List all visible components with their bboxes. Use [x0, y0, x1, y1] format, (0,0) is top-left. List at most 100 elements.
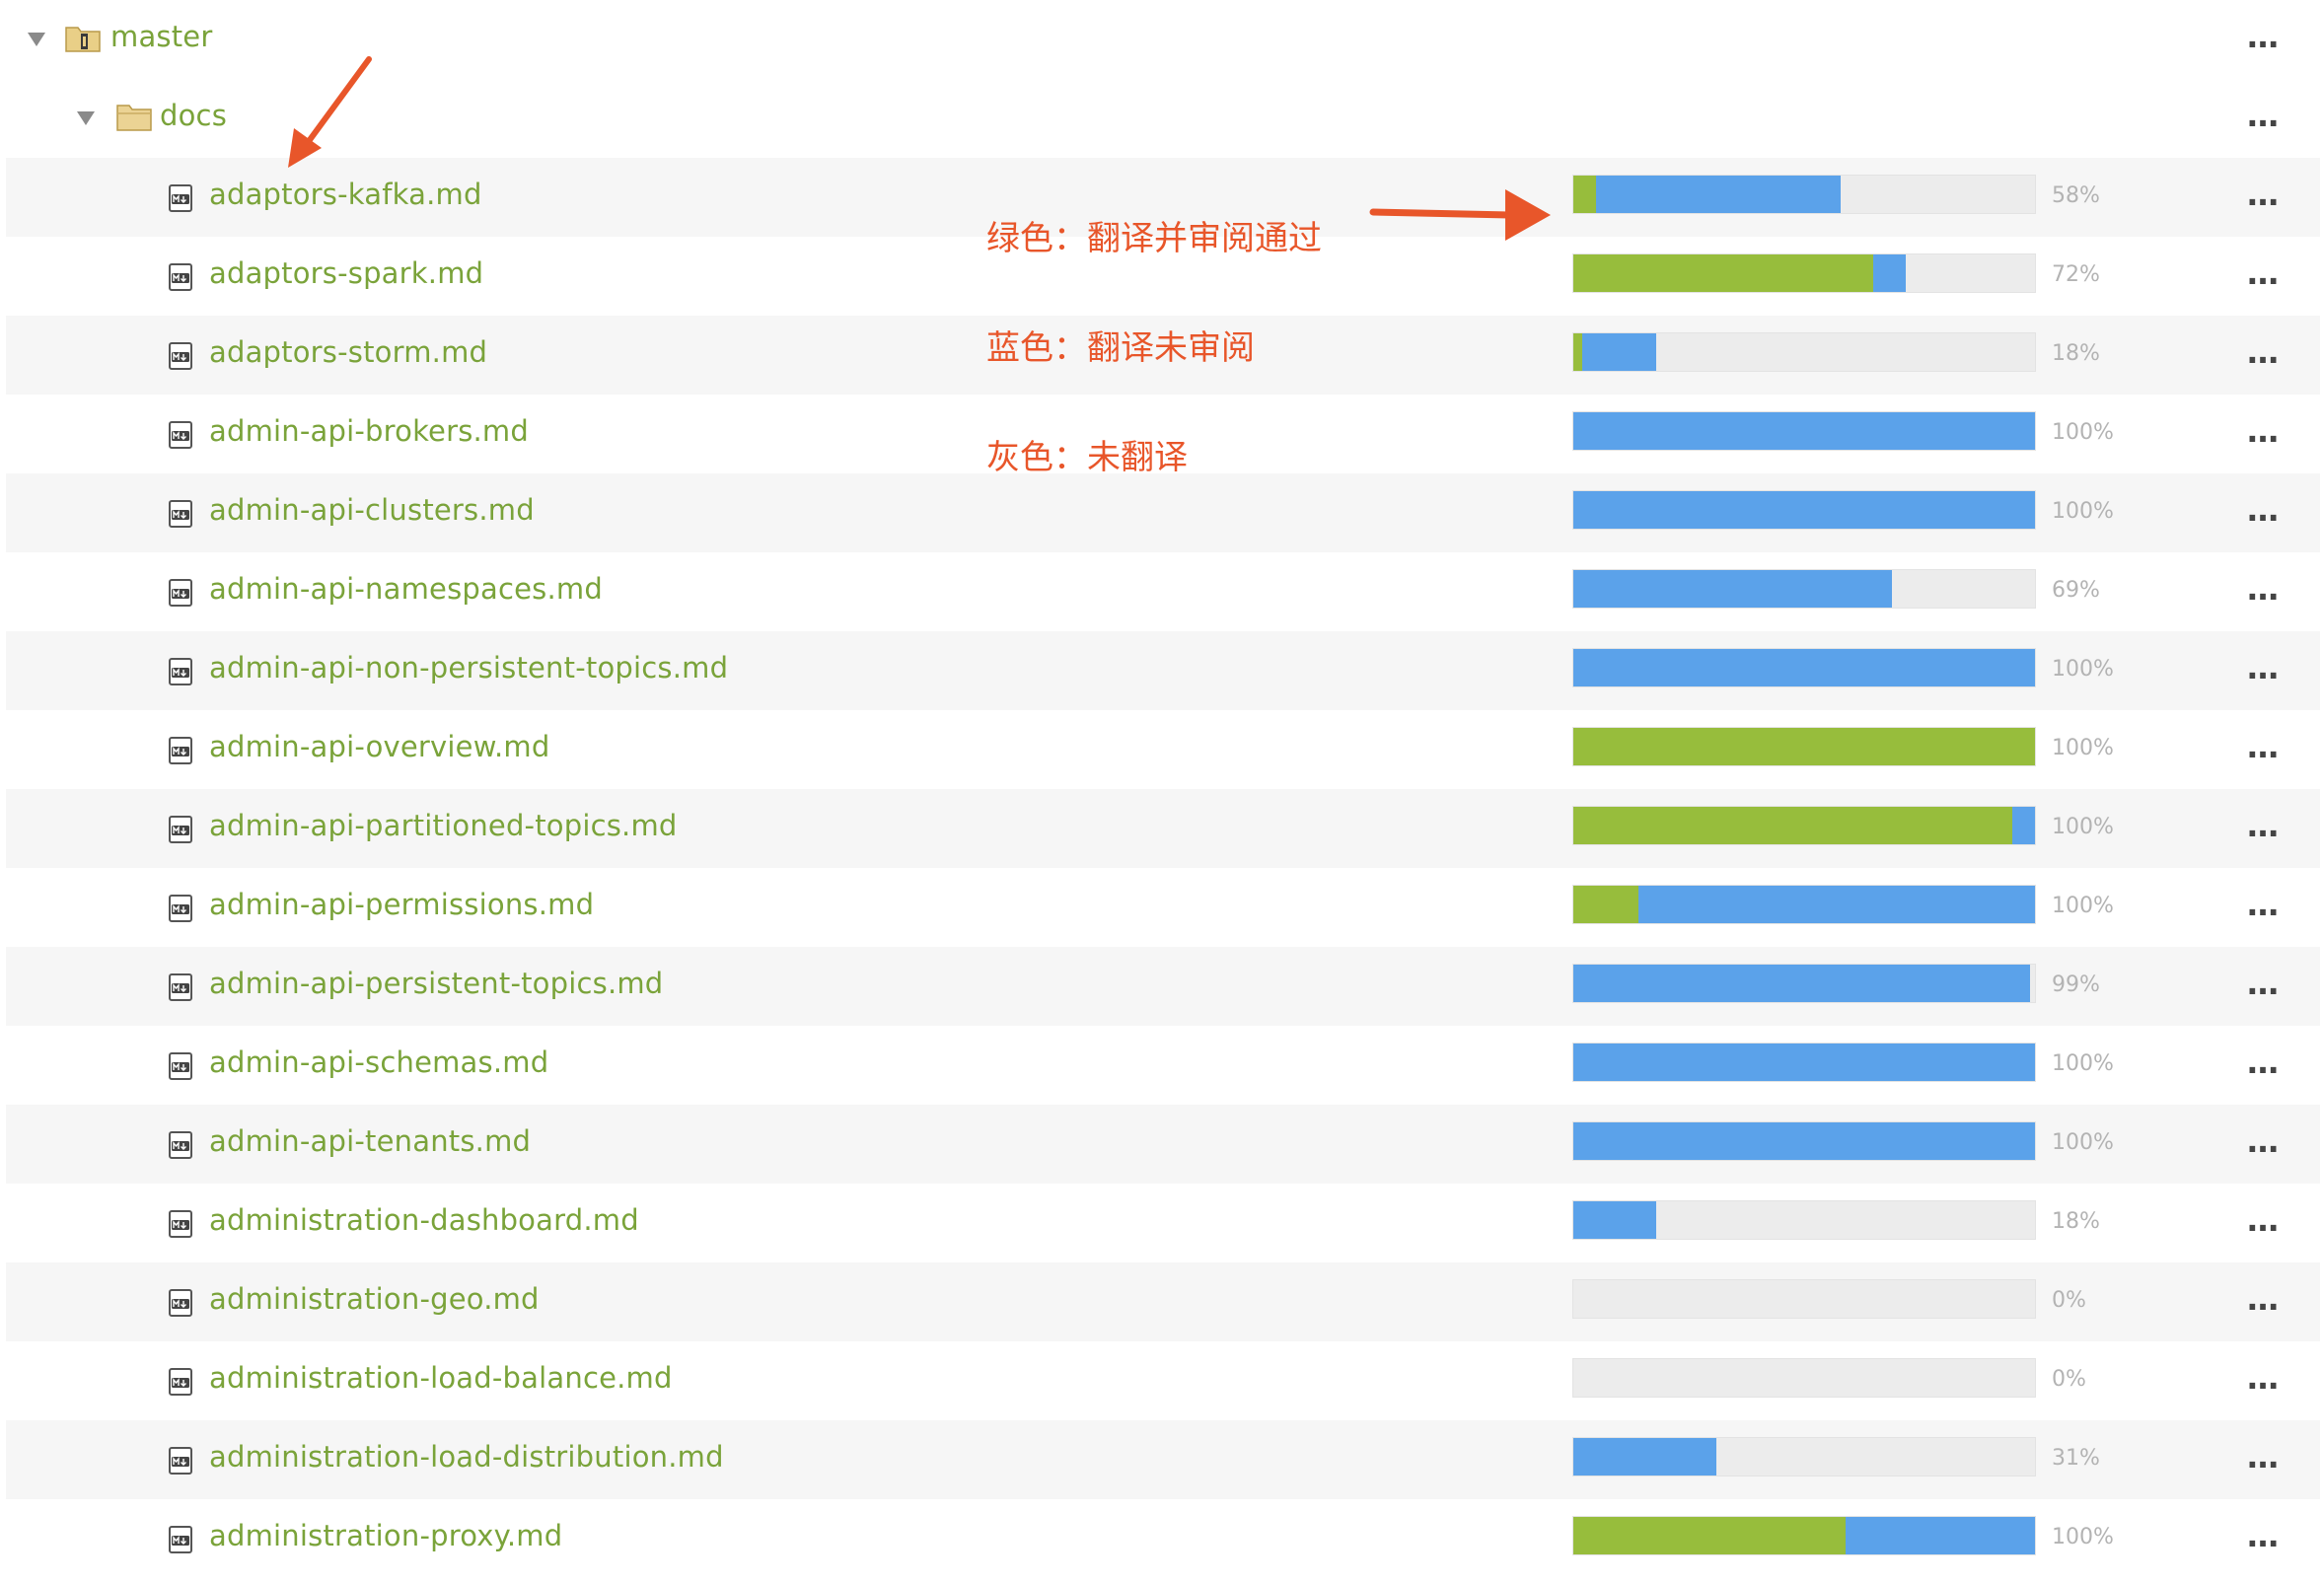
file-name-link[interactable]: administration-proxy.md	[209, 1519, 563, 1552]
file-row[interactable]: admin-api-permissions.md 100%…	[6, 868, 2320, 947]
file-row[interactable]: administration-dashboard.md 18% …	[6, 1184, 2320, 1262]
file-name-link[interactable]: administration-load-balance.md	[209, 1361, 673, 1395]
markdown-file-icon	[169, 421, 192, 449]
progress-percent: 69%	[2052, 578, 2100, 603]
more-options-icon[interactable]: …	[2247, 412, 2281, 450]
more-options-icon[interactable]: …	[2247, 1438, 2281, 1476]
file-name-link[interactable]: admin-api-permissions.md	[209, 888, 595, 921]
translation-progress-bar	[1572, 490, 2036, 530]
translation-progress-bar	[1572, 806, 2036, 845]
file-row[interactable]: administration-geo.md 0%…	[6, 1262, 2320, 1341]
markdown-file-icon	[169, 1447, 192, 1475]
reviewed-segment	[1573, 333, 1583, 371]
annotation-line-blue: 蓝色：翻译未审阅	[986, 328, 1255, 368]
file-row[interactable]: administration-load-balance.md 0%…	[6, 1341, 2320, 1420]
more-options-icon[interactable]: …	[2247, 886, 2281, 923]
reviewed-segment	[1573, 807, 2012, 844]
file-row[interactable]: admin-api-schemas.md 100%…	[6, 1026, 2320, 1105]
file-name-link[interactable]: adaptors-spark.md	[209, 256, 484, 290]
file-row[interactable]: administration-load-distribution.md 31%…	[6, 1420, 2320, 1499]
markdown-file-icon	[169, 1052, 192, 1080]
translated-segment	[1573, 965, 2031, 1002]
translated-segment	[1573, 491, 2035, 529]
markdown-file-icon	[169, 342, 192, 370]
tree-row-docs[interactable]: docs …	[6, 79, 2320, 158]
markdown-file-icon	[169, 973, 192, 1001]
more-options-icon[interactable]: …	[2247, 491, 2281, 529]
markdown-file-icon	[169, 1289, 192, 1317]
file-name-link[interactable]: admin-api-brokers.md	[209, 414, 529, 448]
file-row[interactable]: admin-api-partitioned-topics.md 100% …	[6, 789, 2320, 868]
folder-label[interactable]: docs	[160, 99, 228, 132]
file-row[interactable]: adaptors-spark.md 72%…	[6, 237, 2320, 316]
file-name-link[interactable]: admin-api-non-persistent-topics.md	[209, 651, 729, 684]
translated-segment	[1573, 1201, 1657, 1239]
file-name-link[interactable]: administration-geo.md	[209, 1282, 540, 1316]
file-name-link[interactable]: administration-load-distribution.md	[209, 1440, 724, 1474]
markdown-file-icon	[169, 579, 192, 607]
more-options-icon[interactable]: …	[2247, 649, 2281, 686]
file-name-link[interactable]: adaptors-storm.md	[209, 335, 488, 369]
markdown-file-icon	[169, 816, 192, 843]
file-name-link[interactable]: admin-api-tenants.md	[209, 1124, 532, 1158]
file-name-link[interactable]: admin-api-partitioned-topics.md	[209, 809, 678, 842]
file-name-link[interactable]: adaptors-kafka.md	[209, 178, 482, 211]
more-options-icon[interactable]: …	[2247, 254, 2281, 292]
translation-progress-bar	[1572, 1200, 2036, 1240]
more-options-icon[interactable]: …	[2247, 1201, 2281, 1239]
reviewed-segment	[1573, 254, 1874, 292]
collapse-triangle-icon[interactable]	[28, 33, 45, 46]
more-options-icon[interactable]: …	[2247, 1122, 2281, 1160]
markdown-file-icon	[169, 1526, 192, 1553]
translated-segment	[1573, 649, 2035, 686]
more-options-icon[interactable]: …	[2247, 176, 2281, 213]
more-options-icon[interactable]: …	[2247, 1517, 2281, 1554]
file-row[interactable]: admin-api-clusters.md 100% …	[6, 473, 2320, 552]
markdown-file-icon	[169, 658, 192, 685]
collapse-triangle-icon[interactable]	[77, 111, 95, 125]
file-name-link[interactable]: administration-dashboard.md	[209, 1203, 639, 1237]
file-name-link[interactable]: admin-api-schemas.md	[209, 1045, 549, 1079]
more-options-icon[interactable]: …	[2247, 97, 2281, 134]
file-row[interactable]: adaptors-storm.md 18% …	[6, 316, 2320, 395]
more-options-icon[interactable]: …	[2247, 1359, 2281, 1397]
progress-percent: 100%	[2052, 499, 2114, 524]
more-options-icon[interactable]: …	[2247, 807, 2281, 844]
more-options-icon[interactable]: …	[2247, 570, 2281, 608]
translated-segment	[1573, 1438, 1717, 1476]
progress-percent: 18%	[2052, 341, 2100, 366]
file-name-link[interactable]: admin-api-overview.md	[209, 730, 550, 763]
file-row[interactable]: admin-api-persistent-topics.md 99% …	[6, 947, 2320, 1026]
more-options-icon[interactable]: …	[2247, 1044, 2281, 1081]
translation-progress-bar	[1572, 727, 2036, 766]
reviewed-segment	[1573, 176, 1597, 213]
file-row[interactable]: adaptors-kafka.md 58% …	[6, 158, 2320, 237]
progress-percent: 18%	[2052, 1209, 2100, 1234]
tree-row-master[interactable]: master …	[6, 0, 2320, 79]
more-options-icon[interactable]: …	[2247, 333, 2281, 371]
branch-label[interactable]: master	[110, 20, 213, 53]
progress-percent: 99%	[2052, 972, 2100, 997]
translation-progress-bar	[1572, 175, 2036, 214]
markdown-file-icon	[169, 895, 192, 922]
translation-progress-bar	[1572, 1358, 2036, 1398]
arrow-to-file-icon	[288, 56, 372, 168]
file-name-link[interactable]: admin-api-clusters.md	[209, 493, 535, 527]
translated-segment	[1596, 176, 1842, 213]
file-name-link[interactable]: admin-api-persistent-topics.md	[209, 967, 664, 1000]
file-row[interactable]: admin-api-brokers.md 100%…	[6, 395, 2320, 473]
file-row[interactable]: administration-proxy.md 100%…	[6, 1499, 2320, 1578]
file-name-link[interactable]: admin-api-namespaces.md	[209, 572, 603, 606]
progress-percent: 58%	[2052, 183, 2100, 208]
more-options-icon[interactable]: …	[2247, 18, 2281, 55]
file-row[interactable]: admin-api-namespaces.md 69% …	[6, 552, 2320, 631]
more-options-icon[interactable]: …	[2247, 1280, 2281, 1318]
markdown-file-icon	[169, 1131, 192, 1159]
translation-progress-bar	[1572, 648, 2036, 687]
file-row[interactable]: admin-api-tenants.md 100%…	[6, 1105, 2320, 1184]
file-row[interactable]: admin-api-overview.md 100%…	[6, 710, 2320, 789]
more-options-icon[interactable]: …	[2247, 965, 2281, 1002]
more-options-icon[interactable]: …	[2247, 728, 2281, 765]
progress-percent: 100%	[2052, 815, 2114, 839]
file-row[interactable]: admin-api-non-persistent-topics.md 100%…	[6, 631, 2320, 710]
